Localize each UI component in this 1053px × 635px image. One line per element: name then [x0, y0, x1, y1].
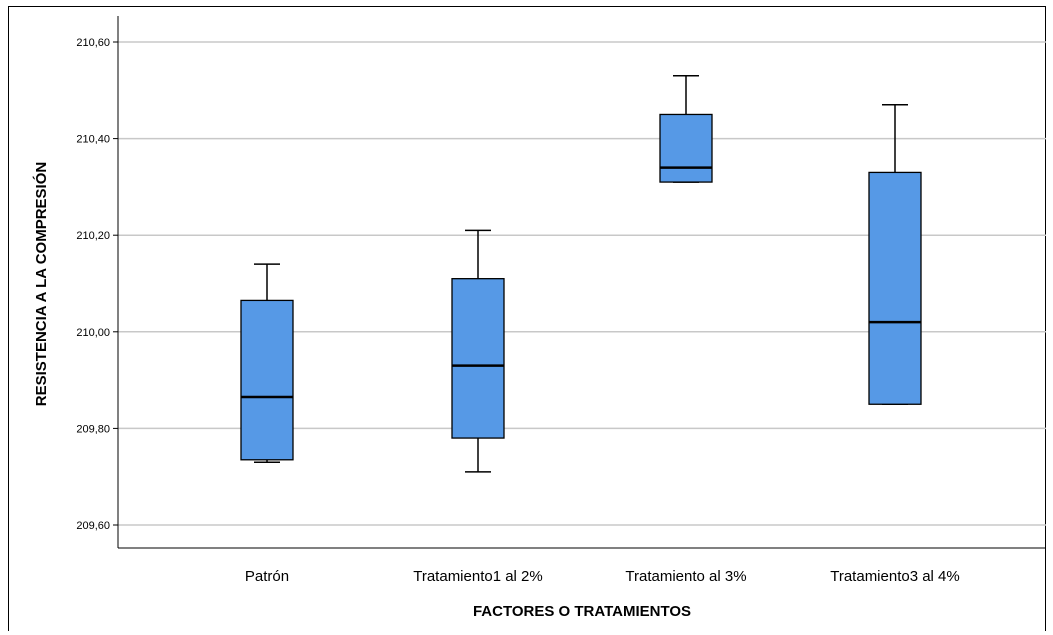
box-group: [868, 104, 922, 405]
box: [240, 299, 294, 461]
box-group: [451, 229, 505, 473]
y-tick-label: 209,60: [76, 520, 110, 532]
chart-frame: [8, 6, 1046, 631]
box: [451, 278, 505, 439]
x-category-label: Patrón: [245, 568, 289, 585]
y-tick-label: 209,80: [76, 423, 110, 435]
y-tick-label: 210,00: [76, 327, 110, 339]
y-tick-label: 210,40: [76, 134, 110, 146]
y-tick-label: 210,60: [76, 37, 110, 49]
x-category-label: Tratamiento al 3%: [625, 568, 746, 585]
box: [659, 113, 713, 183]
x-category-label: Tratamiento3 al 4%: [830, 568, 960, 585]
x-axis-title: FACTORES O TRATAMIENTOS: [473, 603, 691, 620]
y-tick-label: 210,20: [76, 230, 110, 242]
y-axis-title: RESISTENCIA A LA COMPRESIÓN: [32, 162, 50, 406]
box-group: [240, 263, 294, 463]
box-group: [659, 75, 713, 183]
x-category-label: Tratamiento1 al 2%: [413, 568, 543, 585]
box: [868, 171, 922, 405]
